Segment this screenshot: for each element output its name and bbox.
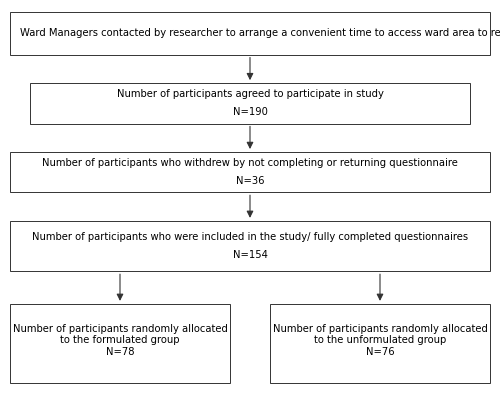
Text: Ward Managers contacted by researcher to arrange a convenient time to access war: Ward Managers contacted by researcher to…: [20, 28, 500, 38]
Text: Number of participants randomly allocated
to the unformulated group: Number of participants randomly allocate…: [272, 324, 488, 345]
FancyBboxPatch shape: [10, 12, 490, 55]
Text: Number of participants who withdrew by not completing or returning questionnaire: Number of participants who withdrew by n…: [42, 158, 458, 168]
Text: Number of participants agreed to participate in study: Number of participants agreed to partici…: [116, 90, 384, 99]
Text: Number of participants who were included in the study/ fully completed questionn: Number of participants who were included…: [32, 232, 468, 242]
FancyBboxPatch shape: [10, 304, 230, 383]
FancyBboxPatch shape: [10, 221, 490, 271]
Text: Number of participants randomly allocated
to the formulated group: Number of participants randomly allocate…: [12, 324, 228, 345]
Text: N=154: N=154: [232, 250, 268, 260]
Text: N=78: N=78: [106, 347, 134, 357]
FancyBboxPatch shape: [30, 83, 470, 124]
Text: N=36: N=36: [236, 176, 264, 186]
Text: N=76: N=76: [366, 347, 394, 357]
FancyBboxPatch shape: [10, 152, 490, 192]
FancyBboxPatch shape: [270, 304, 490, 383]
Text: N=190: N=190: [232, 107, 268, 117]
